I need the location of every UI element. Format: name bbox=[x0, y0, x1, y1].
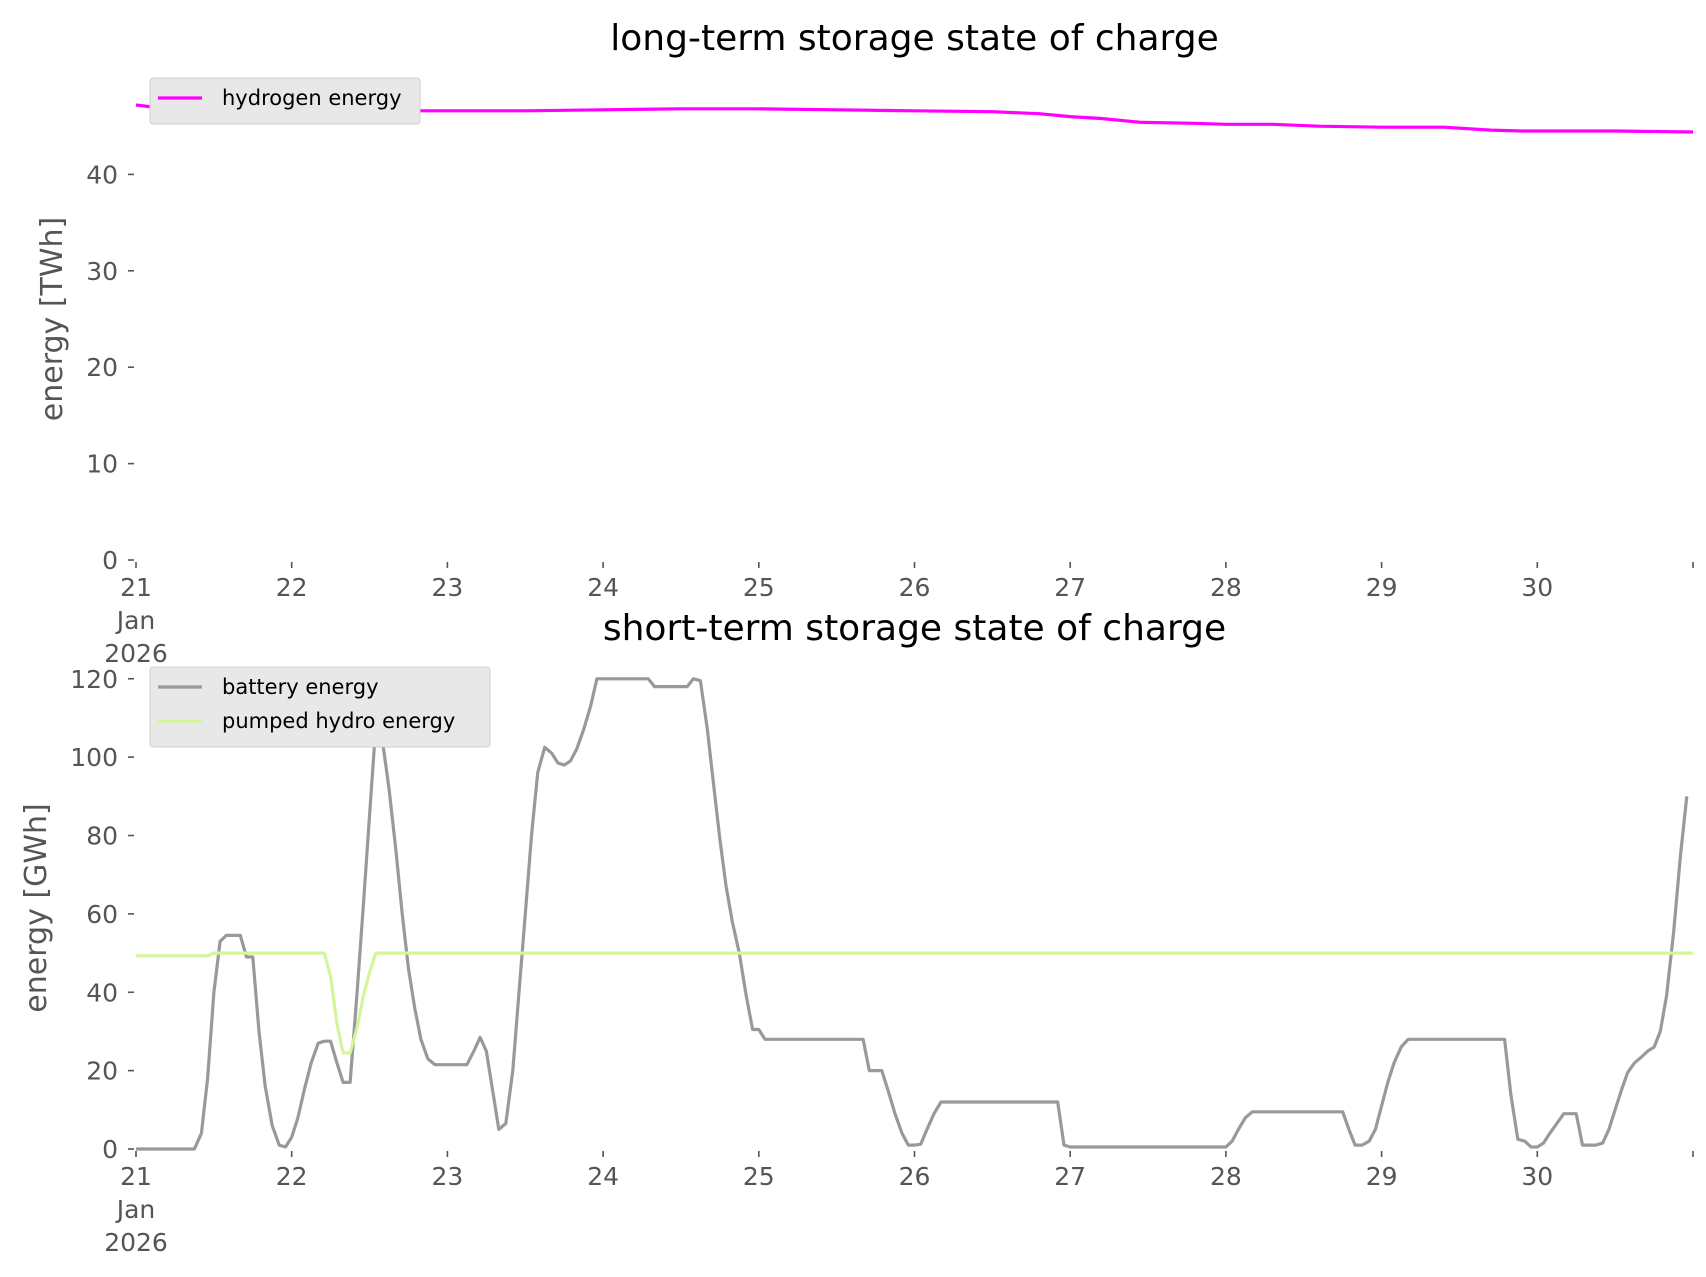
short-term-storage-chart: short-term storage state of charge energy… bbox=[19, 608, 1694, 1257]
x-tick-label: 27 bbox=[1054, 1162, 1086, 1191]
y-tick-label: 0 bbox=[102, 1135, 118, 1164]
x-tick-label: 29 bbox=[1366, 1162, 1398, 1191]
legend-box bbox=[149, 77, 421, 125]
x-tick-label: 24 bbox=[587, 1162, 619, 1191]
x-tick-label: 28 bbox=[1210, 1162, 1242, 1191]
x-tick-label: 26 bbox=[899, 1162, 931, 1191]
legend: hydrogen energy bbox=[149, 77, 421, 125]
legend: battery energy pumped hydro energy bbox=[149, 666, 491, 748]
battery-energy-line bbox=[136, 677, 1689, 1151]
x-tick-label: 21 Jan 2026 bbox=[104, 1162, 168, 1257]
x-tick-label: 30 bbox=[1521, 573, 1553, 602]
x-tick-label: 22 bbox=[276, 1162, 308, 1191]
x-tick-label: 28 bbox=[1210, 573, 1242, 602]
y-tick-label: 0 bbox=[102, 546, 118, 575]
y-tick-label: 120 bbox=[70, 665, 118, 694]
x-tick-label: 24 bbox=[587, 573, 619, 602]
y-axis-label: energy [TWh] bbox=[35, 217, 70, 421]
y-tick-label: 100 bbox=[70, 743, 118, 772]
y-tick-label: 20 bbox=[86, 353, 118, 382]
x-tick-label: 23 bbox=[431, 1162, 463, 1191]
long-term-storage-chart: long-term storage state of charge energy … bbox=[35, 18, 1694, 668]
x-tick-label: 21 Jan 2026 bbox=[104, 573, 168, 668]
y-tick-label: 20 bbox=[86, 1057, 118, 1086]
y-tick-label: 40 bbox=[86, 160, 118, 189]
x-tick-label: 25 bbox=[743, 573, 775, 602]
x-tick-label: 22 bbox=[276, 573, 308, 602]
y-axis-label: energy [GWh] bbox=[19, 803, 54, 1012]
x-tick-label: 23 bbox=[431, 573, 463, 602]
y-tick-label: 10 bbox=[86, 450, 118, 479]
chart-title: short-term storage state of charge bbox=[603, 608, 1226, 649]
battery-energy-legend-label: battery energy bbox=[222, 675, 379, 699]
pumped-hydro-energy-line bbox=[136, 951, 1693, 1055]
y-tick-label: 80 bbox=[86, 822, 118, 851]
x-tick-label: 30 bbox=[1521, 1162, 1553, 1191]
hydrogen-energy-legend-label: hydrogen energy bbox=[222, 86, 402, 110]
x-tick-label: 26 bbox=[899, 573, 931, 602]
chart-title: long-term storage state of charge bbox=[610, 18, 1218, 59]
y-tick-label: 40 bbox=[86, 978, 118, 1007]
x-tick-label: 27 bbox=[1054, 573, 1086, 602]
legend-box bbox=[149, 666, 491, 748]
x-tick-label: 25 bbox=[743, 1162, 775, 1191]
x-tick-label: 29 bbox=[1366, 573, 1398, 602]
pumped-hydro-energy-legend-label: pumped hydro energy bbox=[222, 709, 455, 733]
y-tick-label: 30 bbox=[86, 257, 118, 286]
y-tick-label: 60 bbox=[86, 900, 118, 929]
